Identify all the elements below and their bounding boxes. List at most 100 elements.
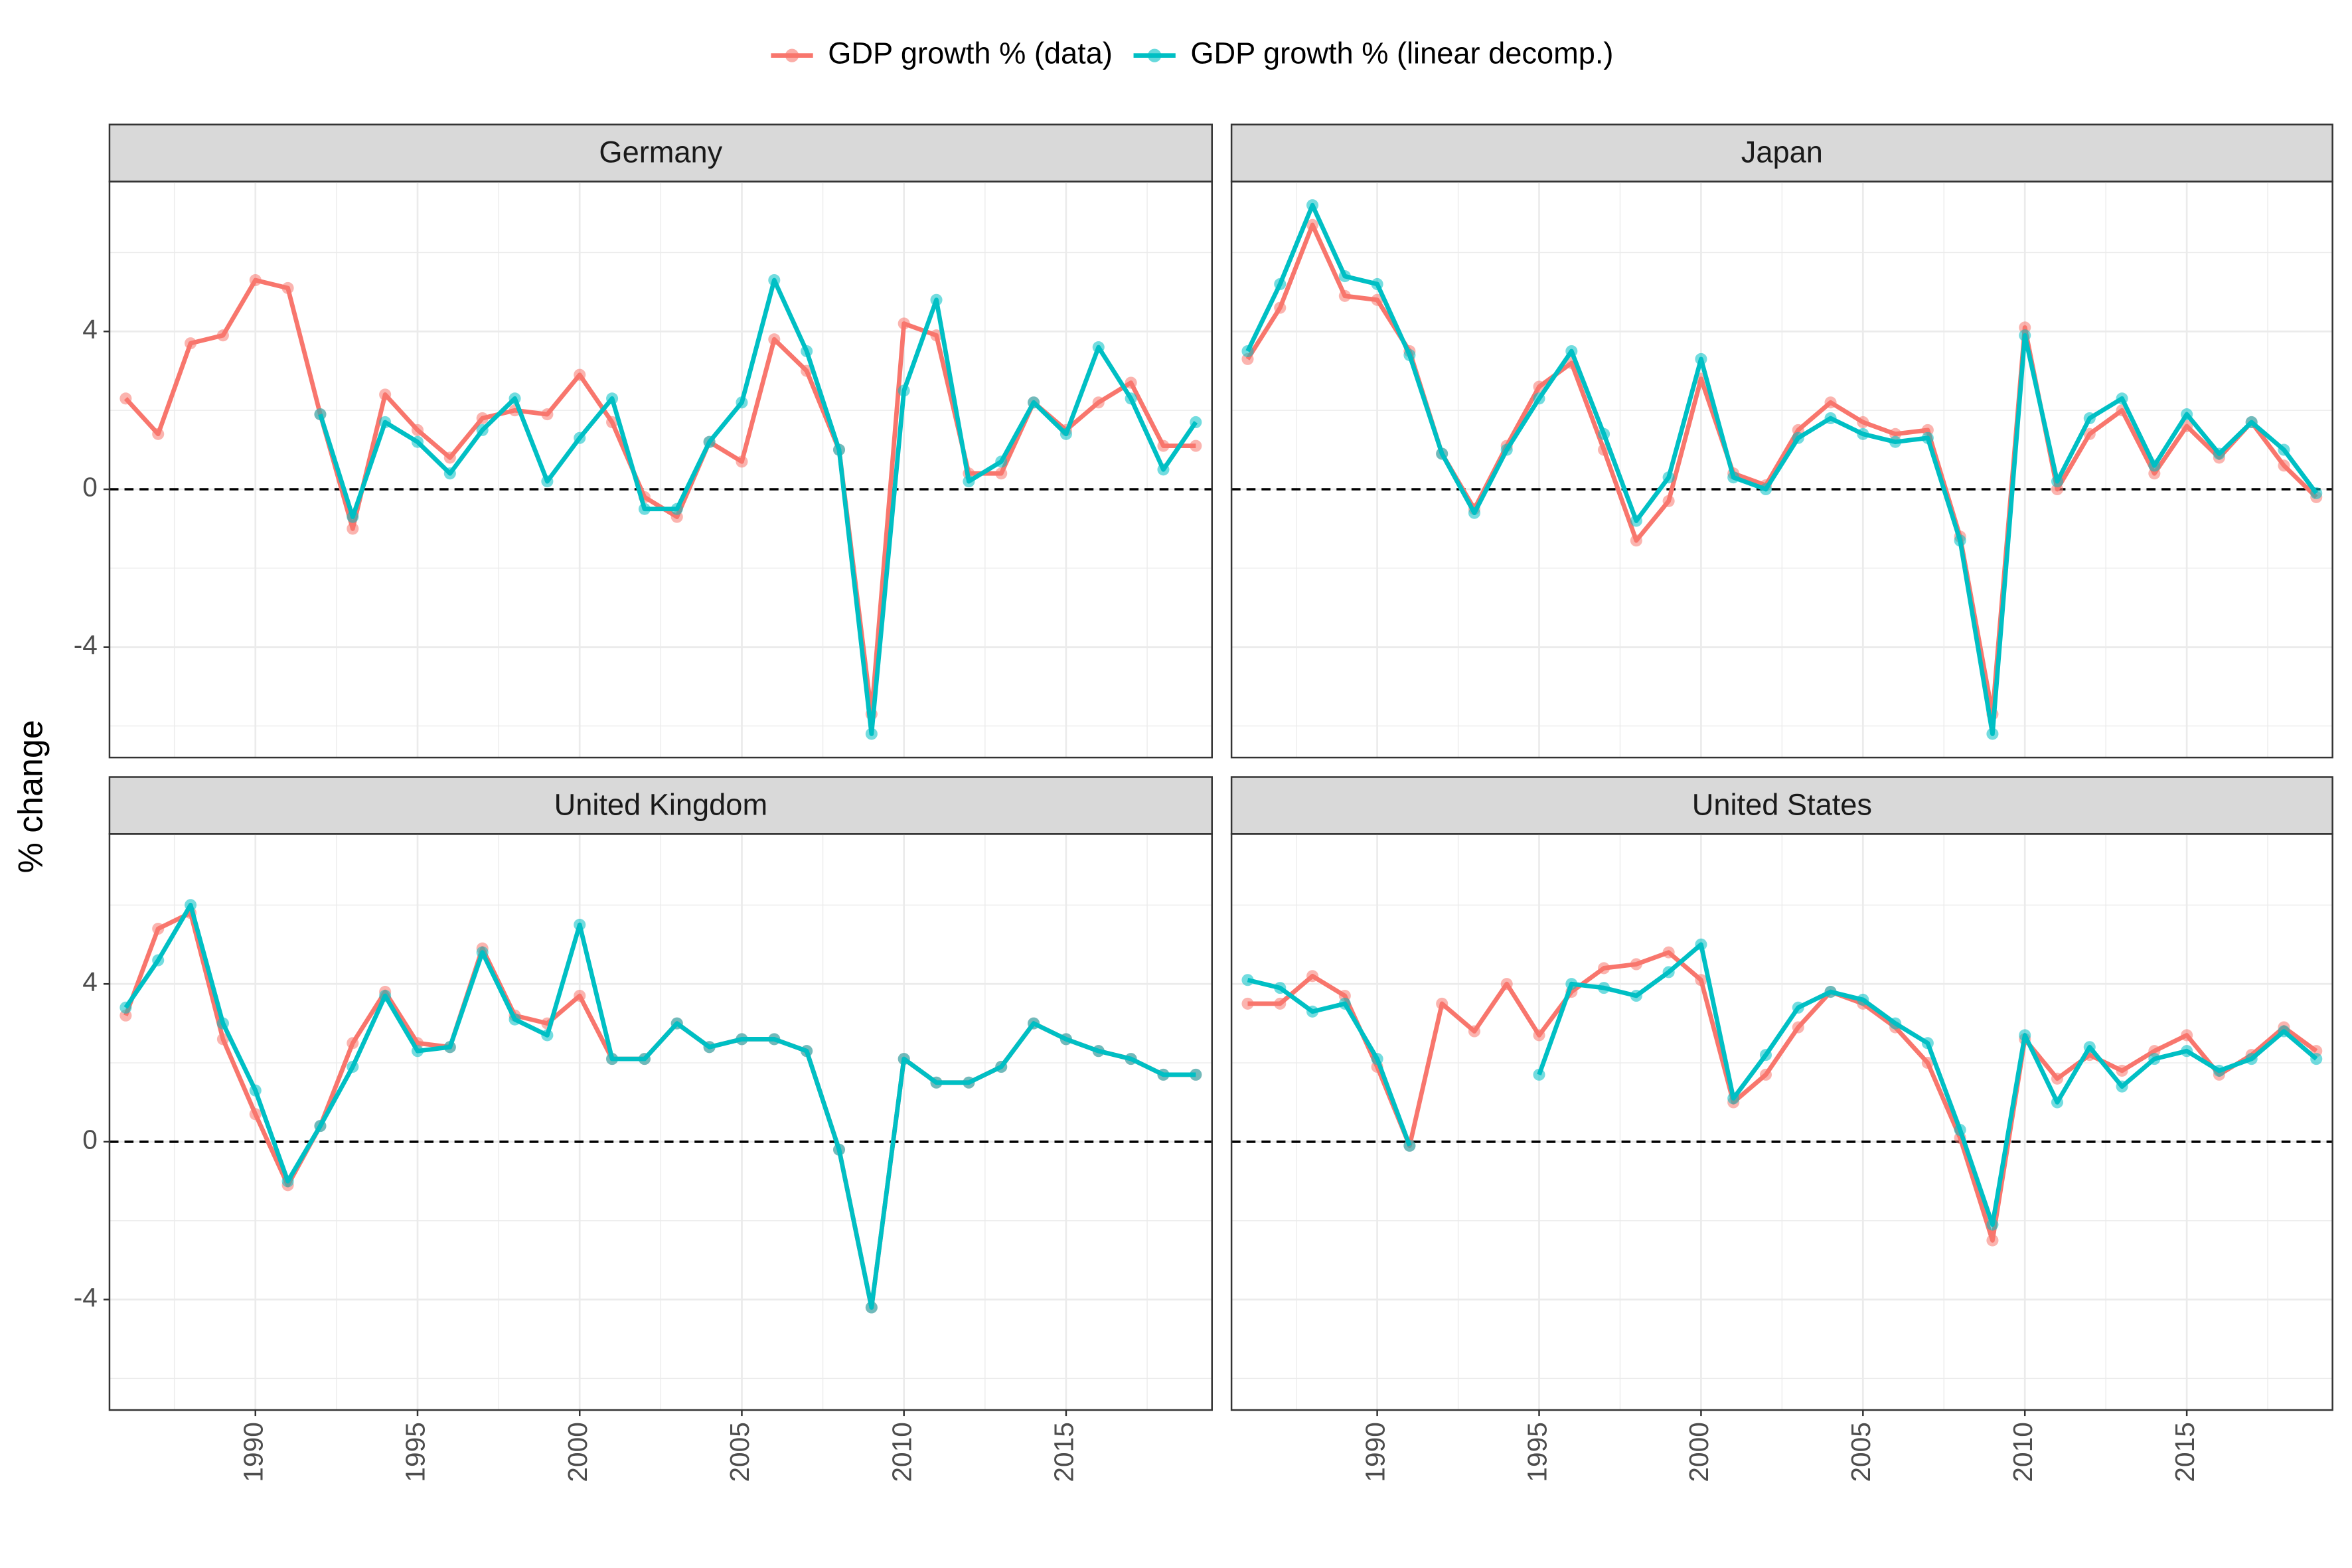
series-point bbox=[2181, 1029, 2193, 1042]
series-point bbox=[1792, 431, 1804, 444]
series-point bbox=[1028, 396, 1040, 409]
x-tick-label: 1995 bbox=[1522, 1422, 1552, 1482]
series-point bbox=[832, 443, 846, 456]
series-point bbox=[2213, 1064, 2225, 1077]
strip bbox=[108, 123, 1213, 183]
series-point bbox=[2148, 459, 2161, 472]
panel-border bbox=[1230, 181, 2333, 759]
x-tick-label: 2015 bbox=[2169, 1422, 2200, 1482]
series-line bbox=[1245, 202, 2318, 736]
series-point bbox=[2019, 1029, 2031, 1042]
series-point bbox=[1274, 301, 1287, 314]
series-point bbox=[216, 1017, 229, 1030]
series-line bbox=[123, 902, 1196, 1310]
series-point bbox=[1695, 974, 1707, 986]
series-point bbox=[2051, 1096, 2064, 1109]
series-point bbox=[898, 384, 910, 397]
series-point bbox=[1371, 1053, 1383, 1065]
series-point bbox=[509, 1013, 521, 1026]
series-point bbox=[1190, 416, 1202, 429]
series-point bbox=[1500, 443, 1513, 456]
series-point bbox=[995, 467, 1008, 480]
series-point bbox=[1059, 428, 1072, 440]
series-point bbox=[185, 899, 197, 911]
x-tick-label: 2000 bbox=[562, 1422, 593, 1482]
series-point bbox=[1598, 428, 1610, 440]
panel: Japan bbox=[1230, 123, 2333, 759]
series-point bbox=[314, 408, 327, 421]
series-point bbox=[443, 451, 456, 464]
series-point bbox=[2181, 1045, 2193, 1058]
series-point bbox=[1630, 514, 1642, 527]
y-axis-label: % change bbox=[11, 720, 50, 873]
series-point bbox=[249, 1084, 262, 1097]
series-point bbox=[1857, 416, 1869, 429]
series-point bbox=[347, 510, 359, 523]
series-point bbox=[638, 1053, 651, 1065]
series-point bbox=[574, 989, 586, 1002]
legend-label: GDP growth % (linear decomp.) bbox=[1190, 37, 1613, 70]
series-point bbox=[1157, 1068, 1170, 1081]
strip-title: United Kingdom bbox=[554, 788, 768, 822]
series-point bbox=[1662, 471, 1675, 484]
series-point bbox=[1954, 1124, 1966, 1137]
series-point bbox=[1371, 293, 1383, 306]
series-point bbox=[541, 475, 554, 488]
series-point bbox=[347, 1037, 359, 1050]
series-point bbox=[865, 1301, 878, 1314]
series-point bbox=[1306, 199, 1319, 212]
series-point bbox=[1954, 534, 1966, 547]
series-point bbox=[801, 364, 813, 377]
series-line bbox=[318, 277, 1198, 736]
series-point bbox=[1125, 376, 1137, 389]
series-point bbox=[1241, 345, 1254, 358]
series-point bbox=[1792, 1021, 1804, 1034]
series-line bbox=[1247, 950, 2318, 1243]
series-point bbox=[606, 416, 619, 429]
strip-title: Germany bbox=[599, 135, 722, 169]
series-point bbox=[1662, 495, 1675, 507]
x-tick-label: 2010 bbox=[886, 1422, 917, 1482]
series-point bbox=[152, 428, 165, 440]
series-point bbox=[411, 1045, 424, 1058]
series-point bbox=[1157, 463, 1170, 476]
series-point bbox=[1727, 1092, 1740, 1105]
panel: United States 1990 1995 2000 2005 2010 2015 bbox=[1230, 776, 2333, 1482]
panel: Germany -4 0 4 bbox=[74, 123, 1213, 759]
series-point bbox=[2245, 1053, 2258, 1065]
series-line bbox=[1537, 942, 2318, 1227]
series-point bbox=[1533, 1029, 1545, 1042]
series-point bbox=[476, 946, 489, 959]
series-point bbox=[1986, 728, 1999, 740]
series-point bbox=[1695, 353, 1707, 365]
series-point bbox=[1986, 1234, 1999, 1247]
series-point bbox=[119, 1001, 132, 1014]
series-point bbox=[281, 281, 294, 294]
x-tick-label: 2000 bbox=[1684, 1422, 1714, 1482]
series-point bbox=[736, 1033, 748, 1046]
series-point bbox=[703, 435, 716, 448]
series-point bbox=[1598, 982, 1610, 994]
series-point bbox=[2083, 428, 2096, 440]
series-point bbox=[281, 1175, 294, 1188]
series-point bbox=[1824, 986, 1837, 998]
series-point bbox=[1338, 997, 1351, 1010]
series-point bbox=[995, 455, 1008, 468]
series-point bbox=[1533, 380, 1545, 393]
y-tick-label: 4 bbox=[82, 967, 98, 997]
series-point bbox=[1759, 1068, 1772, 1081]
series-point bbox=[606, 1053, 619, 1065]
series-point bbox=[541, 1029, 554, 1042]
x-tick-label: 1990 bbox=[238, 1422, 269, 1482]
series-point bbox=[736, 396, 748, 409]
series-point bbox=[1190, 439, 1202, 452]
series-point bbox=[152, 954, 165, 967]
series-point bbox=[2083, 412, 2096, 425]
series-point bbox=[1889, 435, 1902, 448]
series-point bbox=[2245, 416, 2258, 429]
series-point bbox=[2278, 443, 2290, 456]
series-point bbox=[801, 345, 813, 358]
x-tick-label: 1990 bbox=[1360, 1422, 1390, 1482]
series-point bbox=[1759, 1049, 1772, 1061]
strip bbox=[1230, 776, 2333, 835]
